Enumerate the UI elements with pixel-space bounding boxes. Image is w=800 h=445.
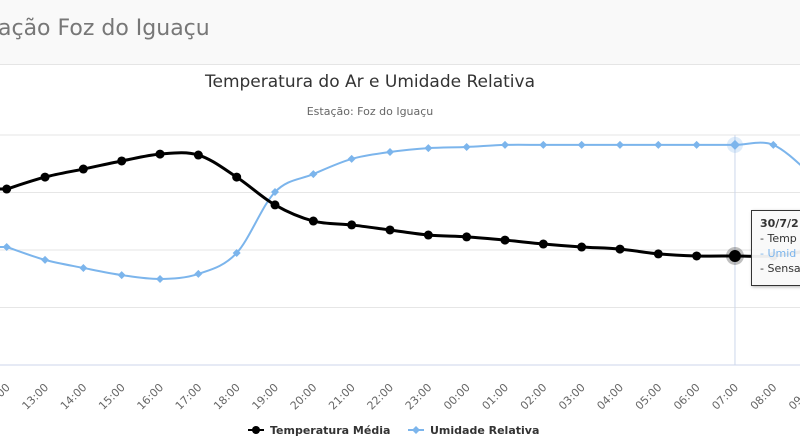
page-header: ação Foz do Iguaçu — [0, 0, 800, 65]
x-tick-label: 03:00 — [556, 381, 588, 413]
legend-marker — [252, 426, 260, 434]
data-point — [424, 144, 433, 153]
x-tick-label: 04:00 — [594, 381, 626, 413]
chart-title: Temperatura do Ar e Umidade Relativa — [204, 72, 535, 92]
x-tick-label: 01:00 — [480, 381, 512, 413]
x-tick-label: 19:00 — [250, 381, 282, 413]
x-tick-label: 16:00 — [135, 381, 167, 413]
data-point — [692, 251, 702, 261]
x-tick-label: 13:00 — [20, 381, 52, 413]
data-point — [538, 239, 548, 249]
x-tick-label: 21:00 — [326, 381, 358, 413]
x-tick-label: 07:00 — [709, 381, 741, 413]
data-point — [232, 248, 241, 257]
data-point — [577, 242, 587, 252]
data-point — [308, 216, 318, 226]
x-tick-label: 22:00 — [365, 381, 397, 413]
data-point — [40, 172, 50, 182]
data-point — [728, 249, 741, 262]
x-tick-label: 14:00 — [58, 381, 90, 413]
data-point — [347, 220, 357, 230]
data-point — [78, 164, 88, 174]
x-tick-label: 08:00 — [748, 381, 780, 413]
data-point — [615, 140, 624, 149]
x-tick-label: 06:00 — [671, 381, 703, 413]
data-point — [500, 235, 510, 245]
data-point — [386, 148, 394, 157]
x-tick-label: 20:00 — [288, 381, 320, 413]
page-title: ação Foz do Iguaçu — [0, 16, 210, 41]
data-point — [156, 274, 165, 283]
data-point — [423, 230, 433, 240]
data-point — [462, 232, 472, 242]
x-tick-label: 02:00 — [518, 381, 550, 413]
data-point — [117, 271, 126, 280]
legend-item: Umidade Relativa — [430, 424, 539, 437]
x-tick-label: 23:00 — [403, 381, 435, 413]
x-tick-label: 12:00 — [0, 381, 13, 413]
data-point — [653, 249, 663, 259]
tooltip: 30/7/2 - Temp - Umid - Sensa — [751, 210, 800, 286]
data-point — [539, 140, 548, 149]
x-tick-label: 15:00 — [96, 381, 128, 413]
data-point — [193, 150, 203, 160]
legend-item: Temperatura Média — [270, 424, 390, 437]
chart-subtitle: Estação: Foz do Iguaçu — [306, 105, 434, 118]
data-point — [692, 140, 701, 149]
data-point — [385, 225, 395, 235]
data-point — [270, 200, 280, 210]
tooltip-line: - Temp — [760, 232, 797, 245]
data-point — [729, 139, 740, 150]
data-point — [615, 244, 625, 254]
data-point — [2, 243, 11, 252]
tooltip-title: 30/7/2 — [760, 217, 799, 230]
data-point — [347, 154, 356, 163]
data-point — [41, 255, 50, 264]
data-point — [577, 140, 586, 149]
data-point — [309, 170, 318, 179]
x-tick-label: 00:00 — [441, 381, 473, 413]
data-point — [2, 184, 12, 194]
data-point — [500, 140, 509, 149]
x-tick-label: 05:00 — [633, 381, 665, 413]
series-line — [6, 141, 800, 280]
x-tick-label: 17:00 — [173, 381, 205, 413]
data-point — [769, 140, 778, 149]
data-point — [194, 269, 203, 278]
tooltip-line: - Umid — [760, 247, 797, 260]
tooltip-line: - Sensa — [760, 262, 800, 275]
legend-marker — [412, 426, 420, 434]
data-point — [271, 188, 280, 197]
data-point — [79, 263, 88, 272]
data-point — [232, 172, 242, 182]
x-tick-label: 18:00 — [211, 381, 243, 413]
data-point — [117, 156, 127, 166]
data-point — [654, 140, 663, 149]
data-point — [155, 149, 165, 159]
series-line — [6, 151, 800, 258]
data-point — [462, 142, 471, 151]
x-tick-label: 09:00 — [786, 381, 800, 413]
